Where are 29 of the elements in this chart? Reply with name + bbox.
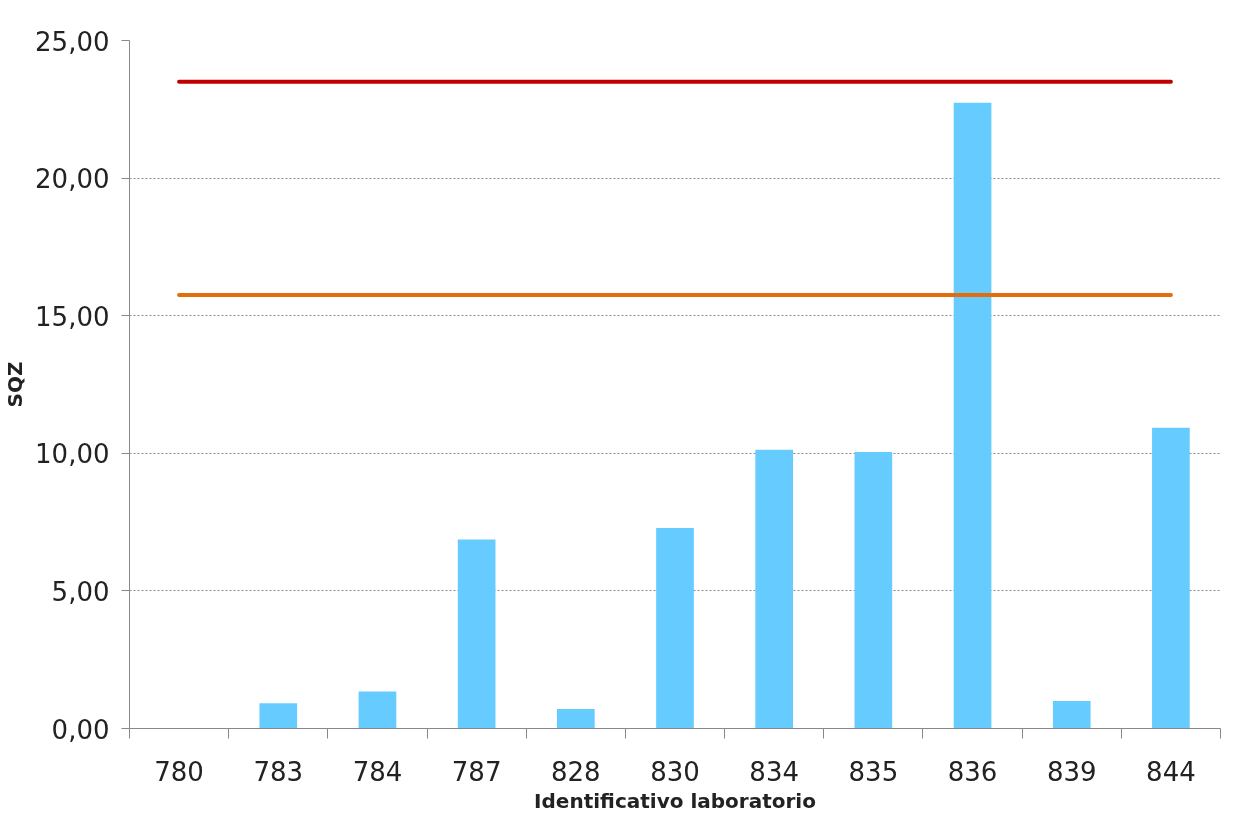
bar (259, 703, 298, 729)
y-tick-label: 15,00 (35, 301, 110, 332)
y-tick-label: 10,00 (35, 439, 110, 470)
bar (358, 691, 397, 729)
bar (854, 451, 893, 729)
bar (556, 708, 595, 729)
x-tick-label: 844 (1146, 756, 1196, 787)
bar (953, 102, 992, 729)
x-tick-label: 830 (650, 756, 700, 787)
x-tick-label: 784 (352, 756, 403, 787)
bar (656, 527, 694, 729)
x-tick-label: 834 (749, 756, 800, 787)
y-axis-title: SQZ (3, 361, 28, 408)
bar (457, 539, 496, 729)
y-tick-label: 20,00 (35, 164, 110, 195)
bar (755, 449, 794, 729)
bar (1152, 427, 1190, 729)
y-tick-label: 25,00 (35, 26, 110, 57)
x-tick-label: 828 (551, 756, 601, 787)
y-tick-label: 5,00 (51, 576, 110, 607)
x-tick-label: 780 (154, 756, 204, 787)
y-tick-label: 0,00 (51, 714, 110, 745)
bar (1052, 700, 1091, 729)
x-tick-label: 835 (848, 756, 899, 787)
x-tick-label: 787 (451, 756, 502, 787)
x-axis-title: Identificativo laboratorio (534, 788, 816, 813)
x-tick-label: 783 (253, 756, 304, 787)
x-tick-label: 839 (1046, 756, 1097, 787)
x-tick-label: 836 (947, 756, 998, 787)
